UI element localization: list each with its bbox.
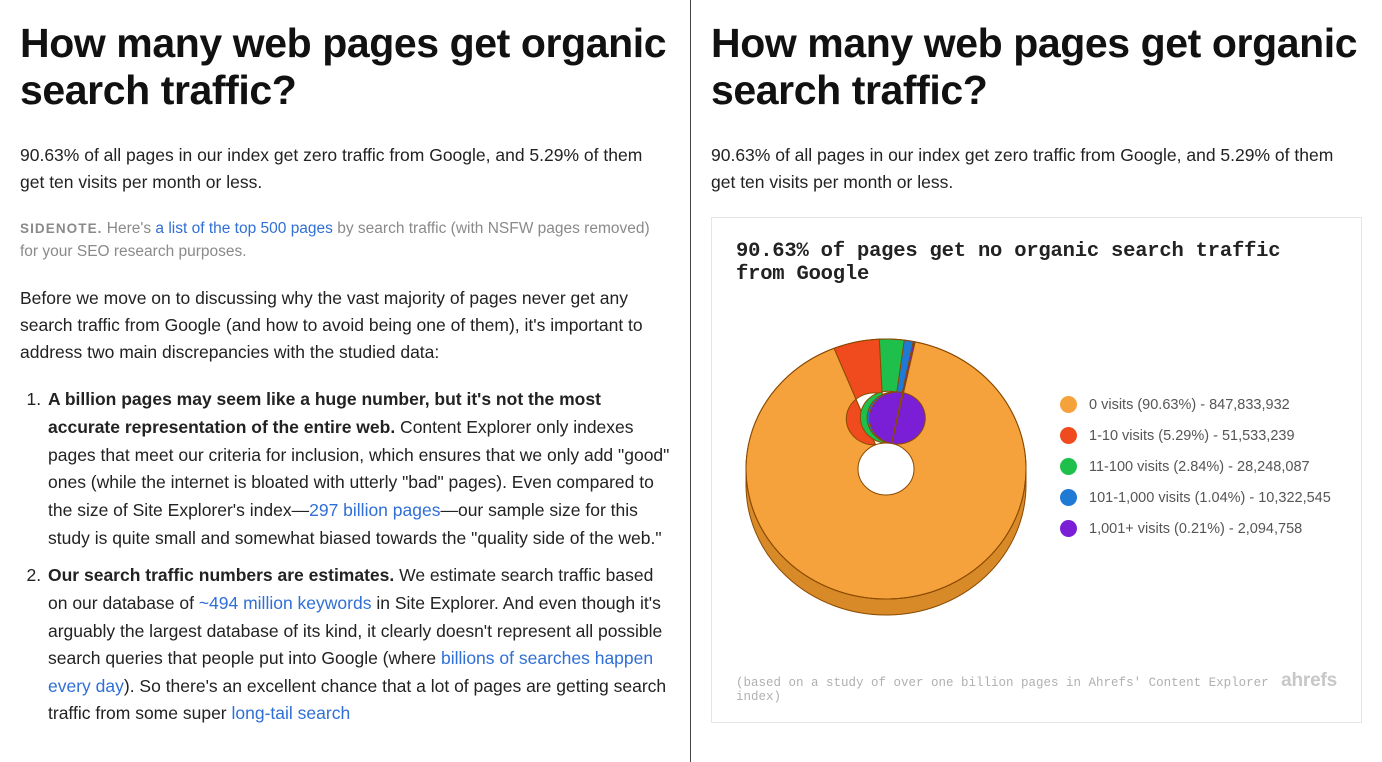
para-before-list: Before we move on to discussing why the … bbox=[20, 285, 670, 366]
chart-brand: ahrefs bbox=[1281, 670, 1337, 692]
list-item: A billion pages may seem like a huge num… bbox=[46, 386, 670, 552]
legend-swatch bbox=[1060, 489, 1077, 506]
li2-link-1[interactable]: ~494 million keywords bbox=[199, 593, 372, 613]
intro-right: 90.63% of all pages in our index get zer… bbox=[711, 142, 1362, 196]
legend-swatch bbox=[1060, 458, 1077, 475]
heading-right: How many web pages get organic search tr… bbox=[711, 20, 1362, 114]
right-column: How many web pages get organic search tr… bbox=[691, 0, 1382, 762]
left-column: How many web pages get organic search tr… bbox=[0, 0, 691, 762]
legend-label: 1-10 visits (5.29%) - 51,533,239 bbox=[1089, 428, 1295, 444]
legend-row: 0 visits (90.63%) - 847,833,932 bbox=[1060, 396, 1331, 413]
li2-text-c: ). So there's an excellent chance that a… bbox=[48, 676, 666, 724]
legend-row: 1,001+ visits (0.21%) - 2,094,758 bbox=[1060, 520, 1331, 537]
legend-label: 0 visits (90.63%) - 847,833,932 bbox=[1089, 397, 1290, 413]
li1-link[interactable]: 297 billion pages bbox=[309, 500, 440, 520]
li2-bold: Our search traffic numbers are estimates… bbox=[48, 565, 394, 585]
legend-label: 11-100 visits (2.84%) - 28,248,087 bbox=[1089, 459, 1310, 475]
sidenote-text-before: Here's bbox=[102, 220, 155, 237]
sidenote: SIDENOTE. Here's a list of the top 500 p… bbox=[20, 217, 670, 264]
li2-link-3[interactable]: long-tail search bbox=[232, 703, 351, 723]
chart-title: 90.63% of pages get no organic search tr… bbox=[736, 240, 1337, 286]
pie-chart bbox=[736, 304, 1036, 644]
sidenote-link[interactable]: a list of the top 500 pages bbox=[155, 220, 333, 237]
chart-caption: (based on a study of over one billion pa… bbox=[736, 676, 1281, 704]
chart-body: 0 visits (90.63%) - 847,833,932 1-10 visi… bbox=[736, 304, 1337, 644]
heading-left: How many web pages get organic search tr… bbox=[20, 20, 670, 114]
legend-row: 101-1,000 visits (1.04%) - 10,322,545 bbox=[1060, 489, 1331, 506]
chart-footer: (based on a study of over one billion pa… bbox=[736, 670, 1337, 704]
sidenote-label: SIDENOTE. bbox=[20, 221, 102, 236]
chart-card: 90.63% of pages get no organic search tr… bbox=[711, 217, 1362, 723]
legend-swatch bbox=[1060, 427, 1077, 444]
legend-swatch bbox=[1060, 520, 1077, 537]
legend-swatch bbox=[1060, 396, 1077, 413]
list-item: Our search traffic numbers are estimates… bbox=[46, 562, 670, 728]
legend-row: 1-10 visits (5.29%) - 51,533,239 bbox=[1060, 427, 1331, 444]
points-list: A billion pages may seem like a huge num… bbox=[20, 386, 670, 728]
chart-legend: 0 visits (90.63%) - 847,833,932 1-10 visi… bbox=[1060, 396, 1331, 551]
legend-row: 11-100 visits (2.84%) - 28,248,087 bbox=[1060, 458, 1331, 475]
legend-label: 101-1,000 visits (1.04%) - 10,322,545 bbox=[1089, 490, 1331, 506]
legend-label: 1,001+ visits (0.21%) - 2,094,758 bbox=[1089, 521, 1302, 537]
intro-left: 90.63% of all pages in our index get zer… bbox=[20, 142, 670, 196]
